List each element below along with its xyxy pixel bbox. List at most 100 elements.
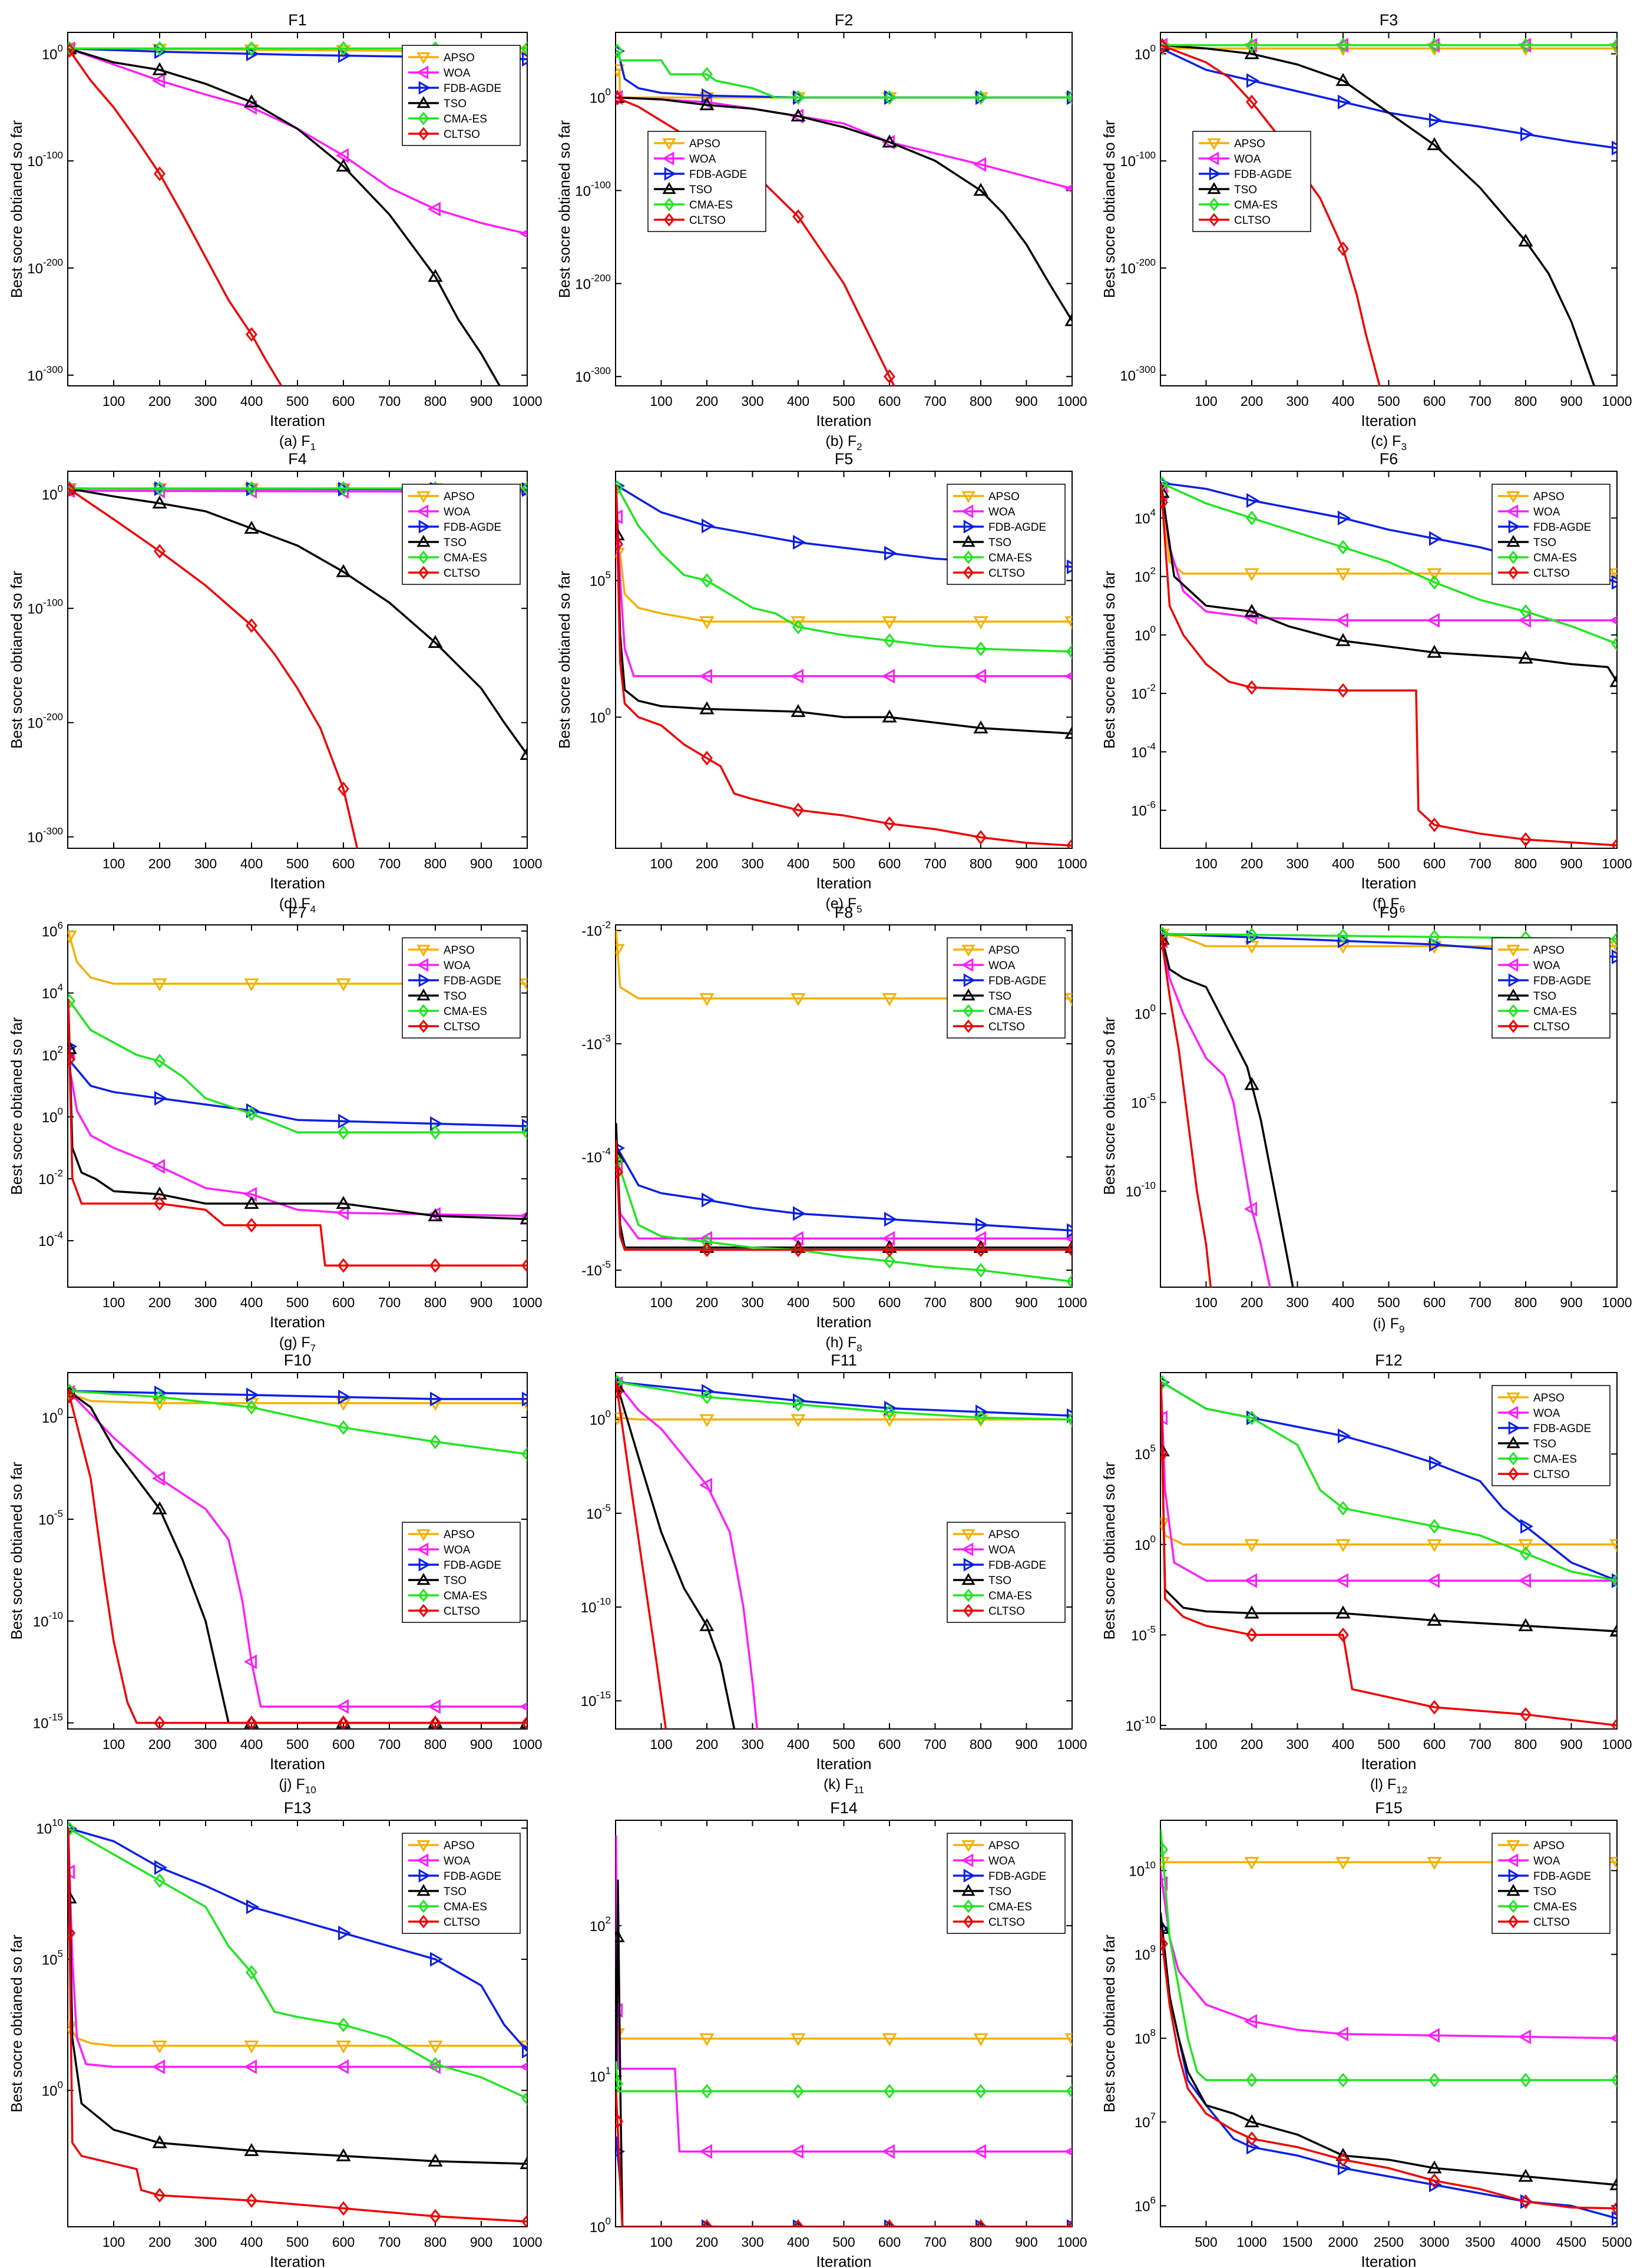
x-tick-label: 200 — [1241, 394, 1263, 409]
x-tick-label: 700 — [378, 1737, 401, 1752]
legend-label: WOA — [988, 506, 1016, 518]
legend-label: CMA-ES — [1533, 1006, 1577, 1018]
legend-marker-fdb-agde — [963, 1869, 976, 1883]
series-marker-cma-es — [616, 480, 624, 495]
legend-marker-fdb-agde — [418, 973, 431, 987]
series-marker-tso — [1518, 233, 1533, 247]
series-marker-cma-es — [246, 481, 257, 496]
series-marker-tso — [336, 564, 351, 577]
plot-area — [68, 930, 527, 1273]
series-line-tso — [1160, 933, 1294, 1287]
chart-f1: 100 200 300 400 500 600 700 800 900 100010010-100… — [8, 11, 543, 452]
series-line-cltso — [1160, 1381, 1617, 1727]
series-marker-tso — [973, 720, 988, 733]
y-tick-label: 10-300 — [575, 365, 611, 385]
series-marker-tso — [428, 634, 443, 648]
series-marker-apso — [973, 616, 988, 630]
subplot-caption: (b) F2 — [825, 433, 862, 452]
legend-label: FDB-AGDE — [444, 521, 501, 534]
x-tick-label: 200 — [1241, 1737, 1263, 1752]
legend-marker-woa — [416, 65, 429, 80]
plot-area — [68, 1821, 527, 2227]
series-marker-apso — [1518, 43, 1533, 57]
x-tick-label: 400 — [240, 1737, 263, 1752]
legend-marker-cma-es — [1507, 1004, 1519, 1018]
legend-label: WOA — [1533, 506, 1560, 518]
series-marker-cma-es — [1246, 1410, 1258, 1426]
series-marker-fdb-agde — [246, 1387, 260, 1403]
series-marker-cltso — [246, 2193, 257, 2208]
legend-marker-woa — [961, 1853, 974, 1867]
x-tick-label: 600 — [1423, 856, 1446, 871]
y-tick-label: 10-4 — [1131, 740, 1156, 761]
series-marker-cltso — [792, 802, 804, 818]
legend-marker-apso — [961, 1840, 975, 1853]
series-marker-fdb-agde — [1612, 2211, 1617, 2226]
x-tick-label: 1000 — [512, 856, 542, 871]
legend-marker-tso — [416, 988, 431, 1001]
series-marker-tso — [1244, 46, 1259, 59]
legend-marker-cma-es — [418, 1004, 429, 1018]
x-axis-label: Iteration — [270, 874, 325, 892]
chart-title: F3 — [1380, 11, 1398, 29]
legend-label: TSO — [988, 1886, 1011, 1898]
series-marker-cltso — [884, 369, 895, 384]
legend-marker-tso — [416, 1573, 431, 1585]
y-tick-label: 10-300 — [1120, 364, 1156, 384]
series-marker-cltso — [1520, 832, 1532, 847]
legend-label: FDB-AGDE — [988, 1870, 1046, 1883]
x-tick-label: 300 — [741, 1295, 763, 1310]
series-marker-cma-es — [1337, 1500, 1349, 1516]
legend: APSO WOA FDB-AGDE TSO CMA-ES CLTSO — [647, 131, 766, 232]
x-tick-label: 400 — [1332, 1737, 1354, 1752]
series-line-apso — [68, 931, 527, 985]
y-axis-label: Best socre obtianed so far — [555, 571, 573, 749]
series-marker-fdb-agde — [338, 1925, 352, 1941]
x-tick-label: 900 — [470, 2234, 492, 2250]
y-axis-label: Best socre obtianed so far — [1100, 120, 1118, 298]
legend: APSO WOA FDB-AGDE TSO CMA-ES CLTSO — [947, 1833, 1066, 1934]
legend-label: CMA-ES — [444, 113, 487, 125]
y-tick-label: 104 — [42, 982, 63, 1002]
legend-box — [647, 131, 766, 232]
series-marker-cma-es — [1337, 2072, 1349, 2088]
series-marker-cma-es — [1246, 2072, 1258, 2088]
x-tick-label: 100 — [650, 1295, 672, 1310]
series-line-tso — [68, 487, 527, 756]
legend-label: CMA-ES — [689, 199, 733, 211]
y-tick-exponent: -5 — [602, 1259, 611, 1270]
y-tick-exponent: -200 — [1136, 257, 1156, 268]
x-tick-label: 800 — [970, 2234, 992, 2250]
series-marker-fdb-agde — [338, 1113, 352, 1129]
legend-marker-fdb-agde — [664, 167, 677, 181]
series-marker-cma-es — [154, 1390, 166, 1404]
y-tick-label: 105 — [590, 570, 611, 590]
y-tick-label: 100 — [42, 483, 63, 503]
series-marker-cma-es — [1520, 38, 1532, 53]
series-marker-cma-es — [1428, 38, 1440, 53]
legend-marker-cma-es — [418, 550, 429, 564]
y-tick-label: 1010 — [1129, 1859, 1156, 1879]
series-marker-cltso — [792, 2219, 804, 2227]
legend-marker-apso — [961, 944, 975, 957]
x-tick-label: 500 — [1377, 1737, 1400, 1752]
legend-marker-fdb-agde — [963, 1558, 976, 1572]
subplot-caption: (i) F9 — [1373, 1315, 1405, 1335]
legend-label: CLTSO — [444, 1916, 480, 1929]
series-line-tso — [1160, 482, 1617, 683]
series-marker-cltso — [1428, 2173, 1440, 2188]
series-marker-cltso — [1246, 1627, 1258, 1642]
series-marker-cma-es — [1428, 2072, 1440, 2088]
legend-box — [402, 45, 521, 146]
legend-label: CMA-ES — [444, 552, 487, 564]
legend-label: CMA-ES — [1234, 199, 1278, 211]
y-tick-exponent: -2 — [602, 920, 611, 931]
series-marker-tso — [1244, 1077, 1259, 1090]
x-tick-label: 1000 — [512, 1295, 542, 1310]
series-marker-apso — [973, 2033, 988, 2047]
series-marker-cltso — [1246, 2131, 1258, 2147]
x-tick-label: 300 — [194, 1737, 217, 1752]
legend-label: TSO — [1533, 1438, 1556, 1450]
legend: APSO WOA FDB-AGDE TSO CMA-ES CLTSO — [1492, 1385, 1610, 1486]
series-marker-cma-es — [68, 1821, 76, 1837]
